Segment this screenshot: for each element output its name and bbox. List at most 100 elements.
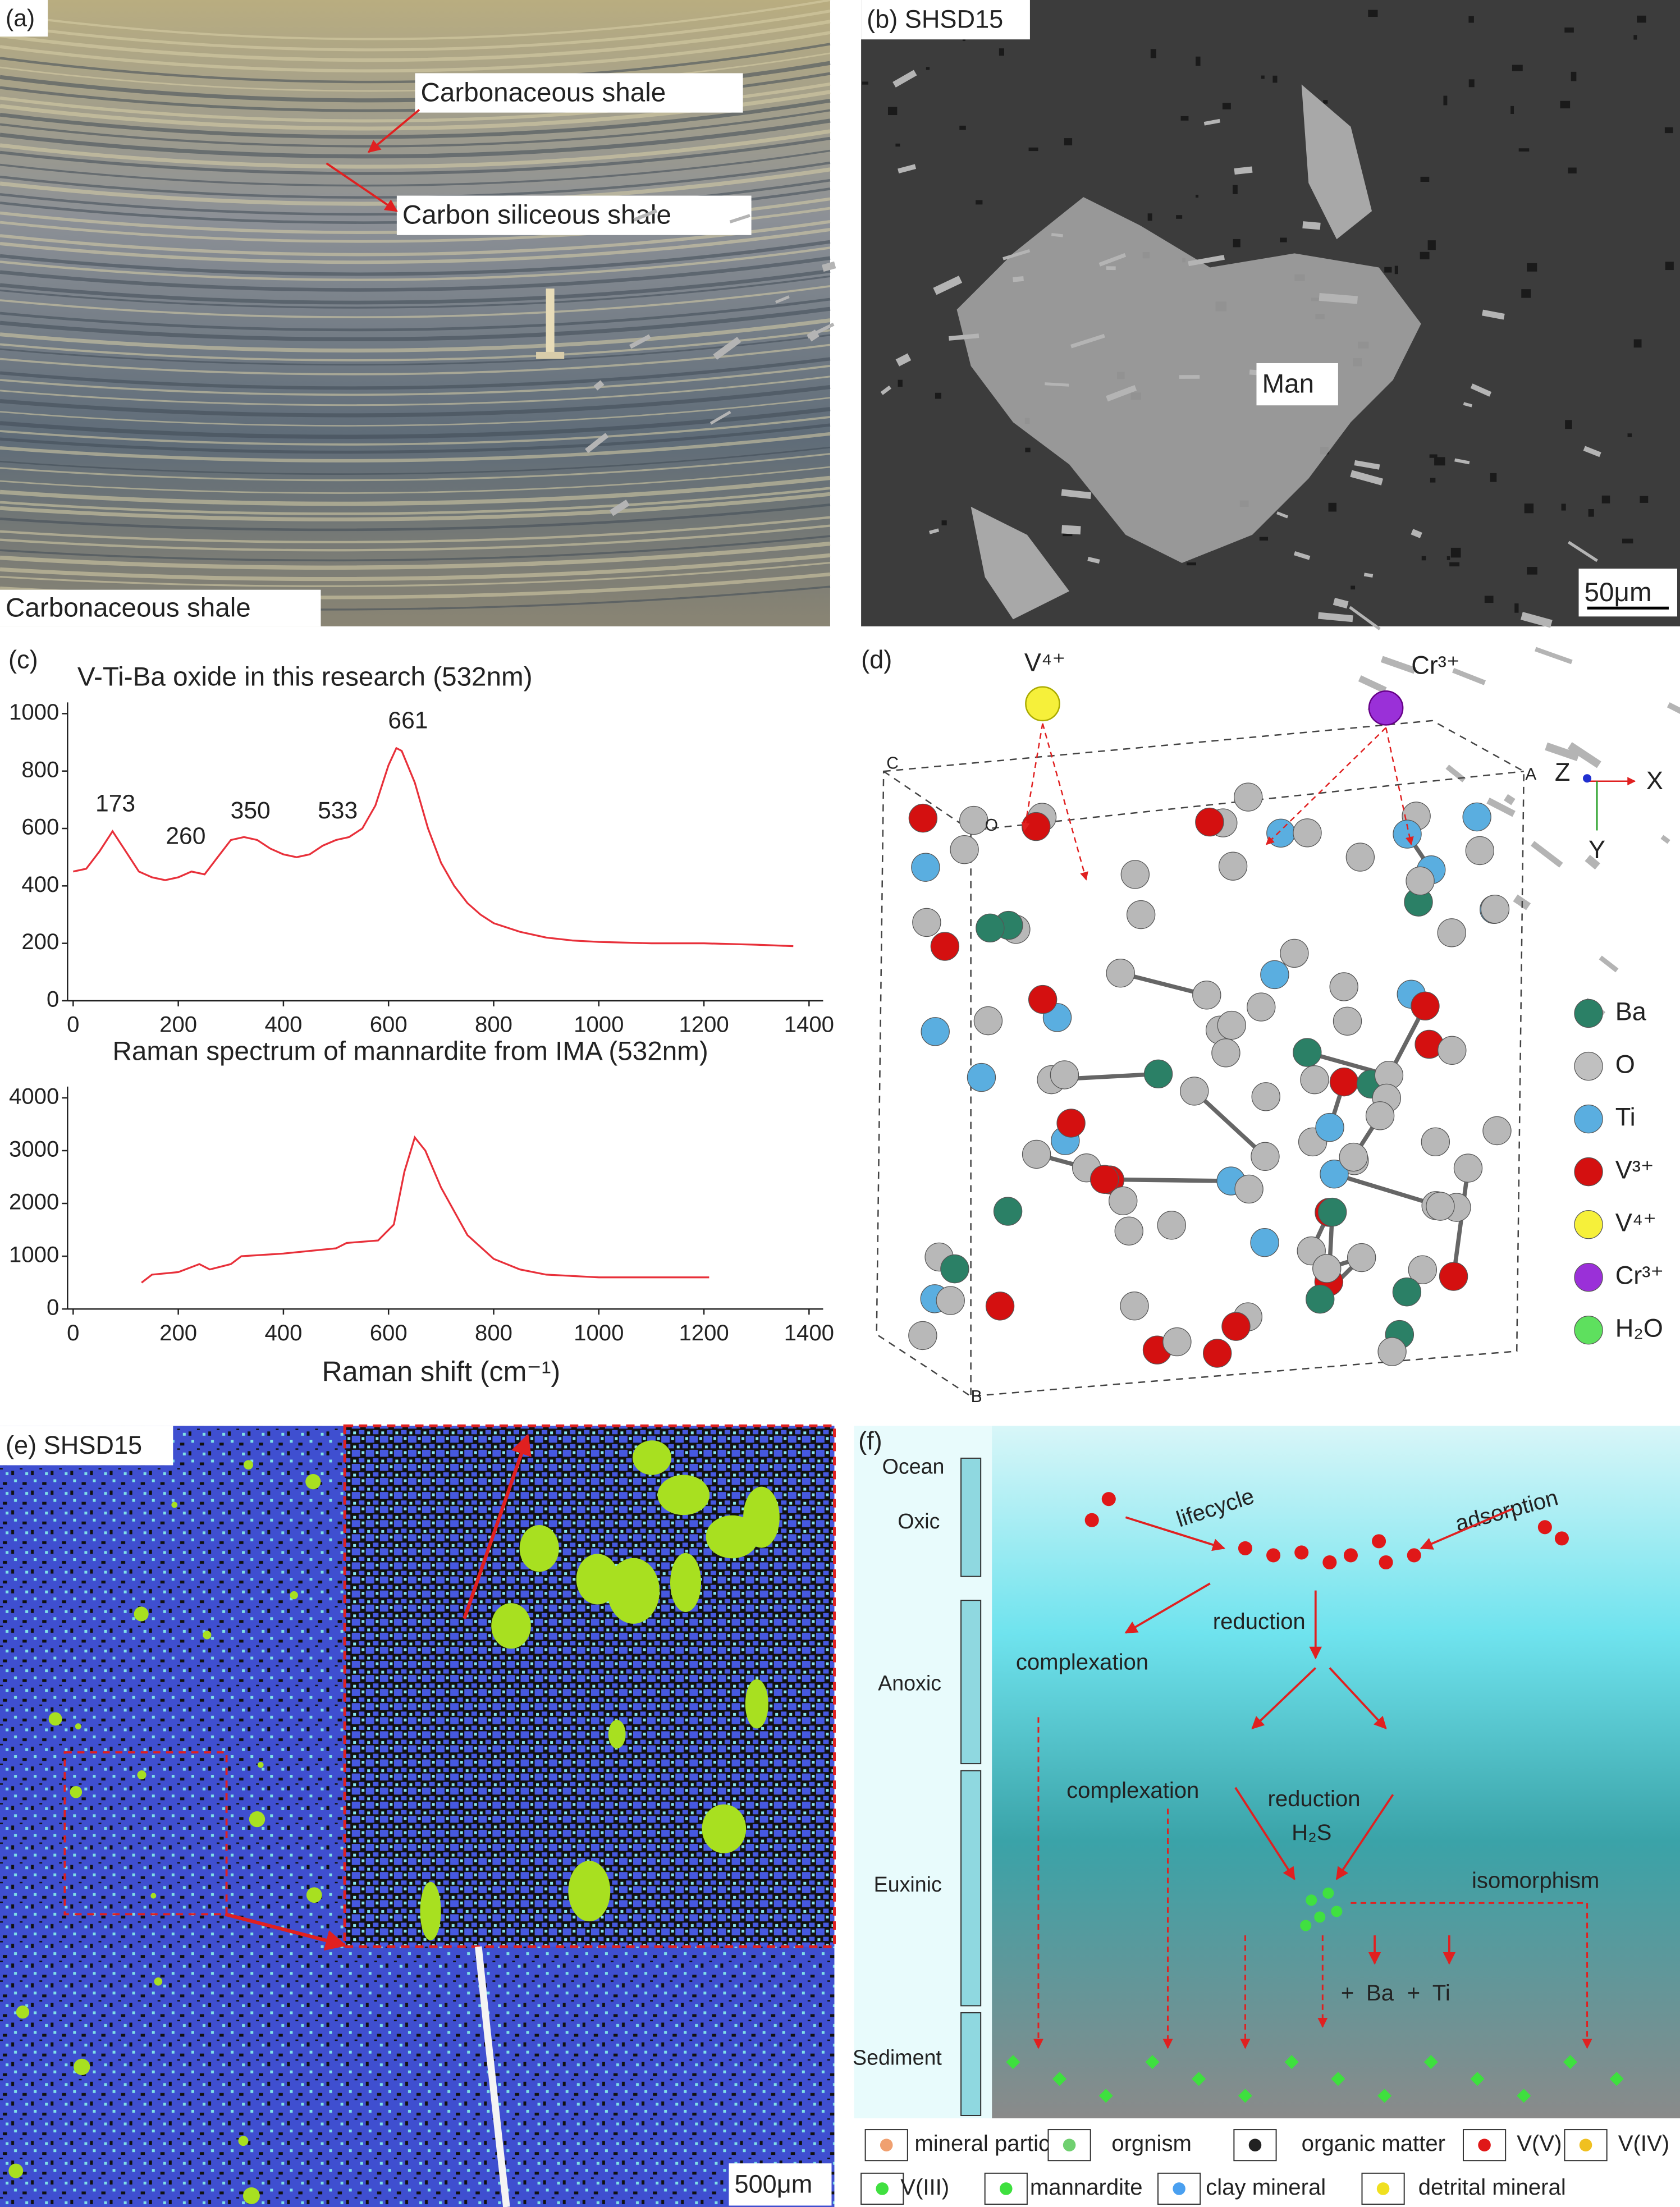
mannardite-spot bbox=[154, 1977, 163, 1986]
atom bbox=[1317, 1197, 1347, 1227]
mannardite-crystal bbox=[1145, 2055, 1160, 2069]
mannardite-needle bbox=[892, 70, 917, 88]
dark-pore bbox=[1394, 265, 1398, 274]
atom bbox=[1266, 818, 1296, 848]
atom bbox=[1329, 1067, 1359, 1097]
atom bbox=[1218, 851, 1248, 881]
label: 500μm bbox=[734, 2169, 812, 2198]
label: (c) bbox=[8, 645, 38, 674]
atom bbox=[1480, 894, 1510, 924]
process-label: complexation bbox=[1016, 1650, 1148, 1675]
y-tick-label: 4000 bbox=[9, 1084, 59, 1109]
dark-pore bbox=[1588, 509, 1594, 517]
rock-stratum bbox=[0, 297, 831, 332]
atom bbox=[921, 1017, 950, 1046]
atom bbox=[1426, 1192, 1455, 1221]
label: X bbox=[1646, 766, 1663, 795]
peak-label: 661 bbox=[388, 707, 428, 734]
legend-atom bbox=[1574, 1157, 1603, 1187]
legend-atom bbox=[1574, 1104, 1603, 1134]
rock-stratum bbox=[0, 275, 831, 309]
y-tick-label: 200 bbox=[21, 929, 59, 954]
cell-corner: C bbox=[886, 754, 899, 773]
label: 50μm bbox=[1585, 578, 1652, 607]
cell-corner: A bbox=[1525, 766, 1536, 784]
dashed-arrow bbox=[1021, 723, 1043, 831]
y-tick-label: 0 bbox=[47, 987, 59, 1012]
mannardite-spot bbox=[568, 1861, 611, 1922]
rock-stratum bbox=[0, 136, 831, 175]
label: (b) SHSD15 bbox=[867, 5, 1003, 34]
legend-label: orgnism bbox=[1111, 2131, 1192, 2156]
dark-pore bbox=[1468, 16, 1474, 23]
dark-pore bbox=[1368, 10, 1378, 17]
mannardite-needle bbox=[1567, 541, 1598, 562]
vanadium-iii bbox=[1306, 1894, 1317, 1906]
atom bbox=[1347, 1243, 1376, 1272]
dark-pore bbox=[1446, 556, 1450, 560]
atom bbox=[1462, 802, 1491, 832]
legend-label: Cr³⁺ bbox=[1615, 1261, 1664, 1290]
rock-stratum bbox=[0, 149, 831, 187]
mannardite-spot bbox=[150, 1893, 157, 1899]
rock-stratum bbox=[0, 306, 831, 342]
atom bbox=[1377, 1337, 1407, 1366]
atom bbox=[1260, 960, 1289, 990]
process-label: reduction bbox=[1213, 1609, 1306, 1634]
mannardite-needle bbox=[1002, 249, 1031, 260]
dark-pore bbox=[1484, 596, 1494, 603]
zone-label: Oxic bbox=[898, 1509, 940, 1533]
rock-stratum bbox=[0, 492, 831, 521]
peak-label: 350 bbox=[231, 797, 271, 824]
dark-pore bbox=[1512, 65, 1523, 71]
rock-stratum bbox=[0, 475, 831, 506]
mannardite-spot bbox=[491, 1603, 531, 1649]
x-tick-label: 200 bbox=[159, 1013, 197, 1037]
mannardite-needle bbox=[880, 385, 892, 395]
dark-pore bbox=[1222, 103, 1231, 109]
atom bbox=[1109, 1186, 1138, 1216]
mannardite-crystal bbox=[1470, 2072, 1485, 2086]
y-tick-label: 800 bbox=[21, 757, 59, 782]
label-box bbox=[1256, 363, 1338, 406]
mannardite-needle bbox=[1535, 647, 1573, 665]
mannardite-needle bbox=[1349, 606, 1381, 630]
zone-label: Ocean bbox=[882, 1454, 945, 1478]
rock-stratum bbox=[0, 98, 831, 139]
mannardite-spot bbox=[743, 1486, 780, 1548]
dark-pore bbox=[1280, 237, 1287, 242]
mannardite-needle bbox=[1051, 233, 1063, 237]
atom bbox=[930, 932, 960, 961]
ion-v4 bbox=[1025, 686, 1060, 722]
cell-corner: B bbox=[971, 1388, 982, 1406]
x-tick-label: 400 bbox=[264, 1013, 302, 1037]
atom bbox=[1392, 1278, 1422, 1307]
atom bbox=[1028, 985, 1058, 1014]
mannardite-spot bbox=[607, 1558, 660, 1624]
mannardite-spot bbox=[608, 1720, 626, 1749]
rock-stratum bbox=[0, 376, 831, 406]
dashed-arrow bbox=[1385, 727, 1414, 846]
atom bbox=[1234, 782, 1263, 812]
mannardite-needle bbox=[895, 353, 912, 367]
rock-stratum bbox=[0, 541, 831, 570]
vanadium-v bbox=[1238, 1541, 1252, 1555]
atom bbox=[1126, 900, 1156, 929]
rock-stratum bbox=[0, 452, 831, 482]
atom bbox=[959, 805, 988, 835]
dark-pore bbox=[1427, 240, 1436, 250]
label: Carbonaceous shale bbox=[421, 78, 666, 108]
atom bbox=[1329, 972, 1358, 1001]
label-box bbox=[729, 2163, 832, 2206]
atom bbox=[1453, 1153, 1483, 1183]
x-tick-label: 0 bbox=[67, 1321, 79, 1345]
atom bbox=[1293, 818, 1322, 848]
rock-stratum bbox=[0, 227, 831, 264]
dark-pore bbox=[1064, 138, 1073, 146]
dark-pore bbox=[862, 81, 868, 85]
mannardite-spot bbox=[745, 1679, 768, 1729]
atom bbox=[1217, 1010, 1246, 1040]
dark-pore bbox=[926, 67, 930, 70]
atom bbox=[1408, 1255, 1438, 1284]
